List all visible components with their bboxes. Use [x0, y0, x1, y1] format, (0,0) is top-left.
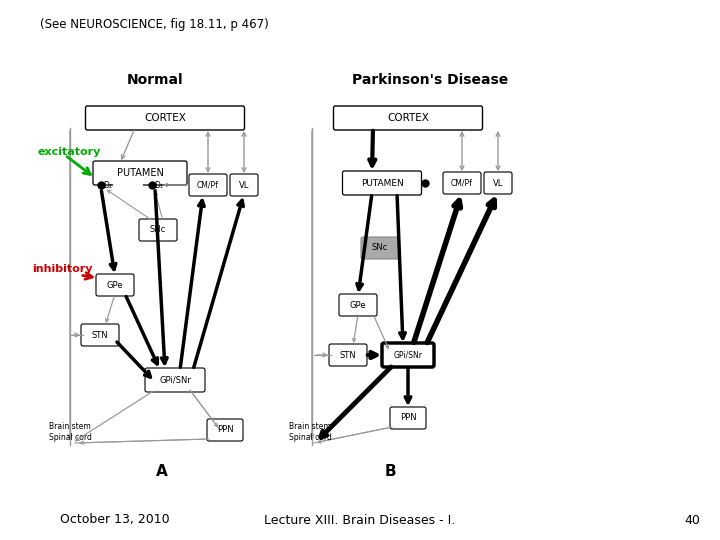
Text: Parkinson's Disease: Parkinson's Disease: [352, 73, 508, 87]
FancyBboxPatch shape: [484, 172, 512, 194]
Text: (See NEUROSCIENCE, fig 18.11, p 467): (See NEUROSCIENCE, fig 18.11, p 467): [40, 18, 269, 31]
Text: D₂: D₂: [103, 180, 112, 190]
FancyBboxPatch shape: [382, 343, 434, 367]
Text: GPe: GPe: [107, 280, 123, 289]
Text: CORTEX: CORTEX: [144, 113, 186, 123]
Text: inhibitory: inhibitory: [32, 264, 92, 274]
Text: PPN: PPN: [400, 414, 416, 422]
Text: SNc: SNc: [372, 244, 388, 253]
Text: A: A: [156, 464, 168, 480]
Text: SNc: SNc: [150, 226, 166, 234]
FancyBboxPatch shape: [81, 324, 119, 346]
Text: GPe: GPe: [350, 300, 366, 309]
Text: CM/Pf: CM/Pf: [451, 179, 473, 187]
Text: PPN: PPN: [217, 426, 233, 435]
FancyBboxPatch shape: [443, 172, 481, 194]
Text: VL: VL: [239, 180, 249, 190]
Text: STN: STN: [340, 350, 356, 360]
FancyBboxPatch shape: [230, 174, 258, 196]
Text: CM/Pf: CM/Pf: [197, 180, 219, 190]
Text: GPi/SNr: GPi/SNr: [394, 350, 423, 360]
Text: B: B: [384, 464, 396, 480]
Text: Normal: Normal: [127, 73, 184, 87]
Text: Lecture XIII. Brain Diseases - I.: Lecture XIII. Brain Diseases - I.: [264, 514, 456, 526]
Text: GPi/SNr: GPi/SNr: [159, 375, 191, 384]
FancyBboxPatch shape: [343, 171, 421, 195]
FancyBboxPatch shape: [390, 407, 426, 429]
FancyBboxPatch shape: [86, 106, 245, 130]
FancyBboxPatch shape: [93, 161, 187, 185]
Text: STN: STN: [91, 330, 108, 340]
Text: Brain stem
Spinal cord: Brain stem Spinal cord: [289, 422, 331, 442]
FancyBboxPatch shape: [339, 294, 377, 316]
FancyBboxPatch shape: [333, 106, 482, 130]
FancyBboxPatch shape: [361, 237, 399, 259]
FancyBboxPatch shape: [189, 174, 227, 196]
Text: CORTEX: CORTEX: [387, 113, 429, 123]
FancyBboxPatch shape: [329, 344, 367, 366]
FancyBboxPatch shape: [207, 419, 243, 441]
Text: D₁: D₁: [154, 180, 163, 190]
Text: VL: VL: [492, 179, 503, 187]
FancyBboxPatch shape: [145, 368, 205, 392]
FancyBboxPatch shape: [96, 274, 134, 296]
Text: PUTAMEN: PUTAMEN: [361, 179, 403, 187]
Text: 40: 40: [684, 514, 700, 526]
Text: Brain stem
Spinal cord: Brain stem Spinal cord: [48, 422, 91, 442]
Text: October 13, 2010: October 13, 2010: [60, 514, 170, 526]
FancyBboxPatch shape: [139, 219, 177, 241]
Text: PUTAMEN: PUTAMEN: [117, 168, 163, 178]
Text: excitatory: excitatory: [38, 147, 102, 157]
